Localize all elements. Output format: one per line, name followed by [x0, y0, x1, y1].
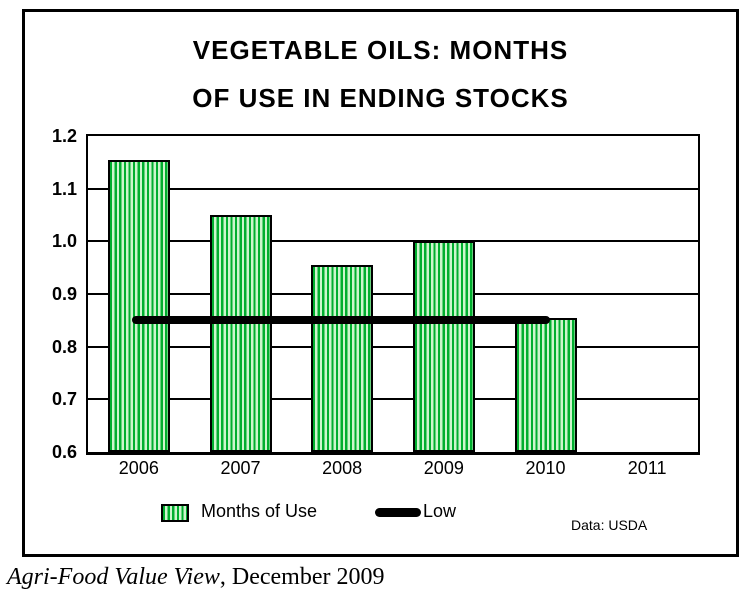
- y-tick-label-0.8: 0.8: [51, 336, 77, 357]
- plot-area: [86, 134, 700, 455]
- chart-title-line-2: OF USE IN ENDING STOCKS: [192, 83, 569, 113]
- x-tick-label-2006: 2006: [118, 458, 159, 478]
- y-tick-label-1.2: 1.2: [51, 126, 77, 146]
- gridline-1.1: [88, 187, 698, 190]
- y-tick-label-0.7: 0.7: [51, 389, 77, 410]
- chart-title-line-1: VEGETABLE OILS: MONTHS: [192, 35, 569, 65]
- legend-months-of-use-label: Months of Use: [201, 501, 318, 521]
- bar-2009: [412, 241, 475, 452]
- gridline-0.7: [88, 398, 698, 401]
- bar-2006: [107, 159, 170, 452]
- x-tick-label-2008: 2008: [322, 458, 363, 478]
- y-tick-label-0.6: 0.6: [51, 442, 77, 462]
- y-tick-label-1.0: 1.0: [51, 231, 77, 252]
- legend-low-label: Low: [423, 501, 457, 521]
- x-tick-label-2010: 2010: [525, 458, 566, 478]
- gridline-0.8: [88, 345, 698, 348]
- chart-title: VEGETABLE OILS: MONTHS OF USE IN ENDING …: [25, 26, 736, 122]
- gridline-1.0: [88, 240, 698, 243]
- chart-frame: VEGETABLE OILS: MONTHS OF USE IN ENDING …: [22, 9, 739, 557]
- footer-publication-name: Agri-Food Value View: [7, 564, 220, 590]
- y-tick-label-1.1: 1.1: [51, 178, 77, 199]
- footer-date: , December 2009: [219, 564, 385, 590]
- x-tick-label-2009: 2009: [423, 458, 464, 478]
- bar-2008: [311, 265, 374, 452]
- data-source-note: Data: USDA: [571, 517, 648, 533]
- low-reference-line: [131, 316, 551, 325]
- bar-2007: [209, 215, 272, 452]
- gridline-0.9: [88, 293, 698, 295]
- x-tick-label-2011: 2011: [627, 458, 667, 478]
- x-tick-label-2007: 2007: [220, 458, 261, 478]
- legend-bar-swatch-icon: [161, 504, 189, 522]
- footer-attribution: Agri-Food Value View, December 2009: [7, 564, 384, 591]
- legend-low-line-swatch-icon: [375, 508, 421, 517]
- y-tick-label-0.9: 0.9: [51, 284, 77, 304]
- bar-2010: [514, 317, 577, 452]
